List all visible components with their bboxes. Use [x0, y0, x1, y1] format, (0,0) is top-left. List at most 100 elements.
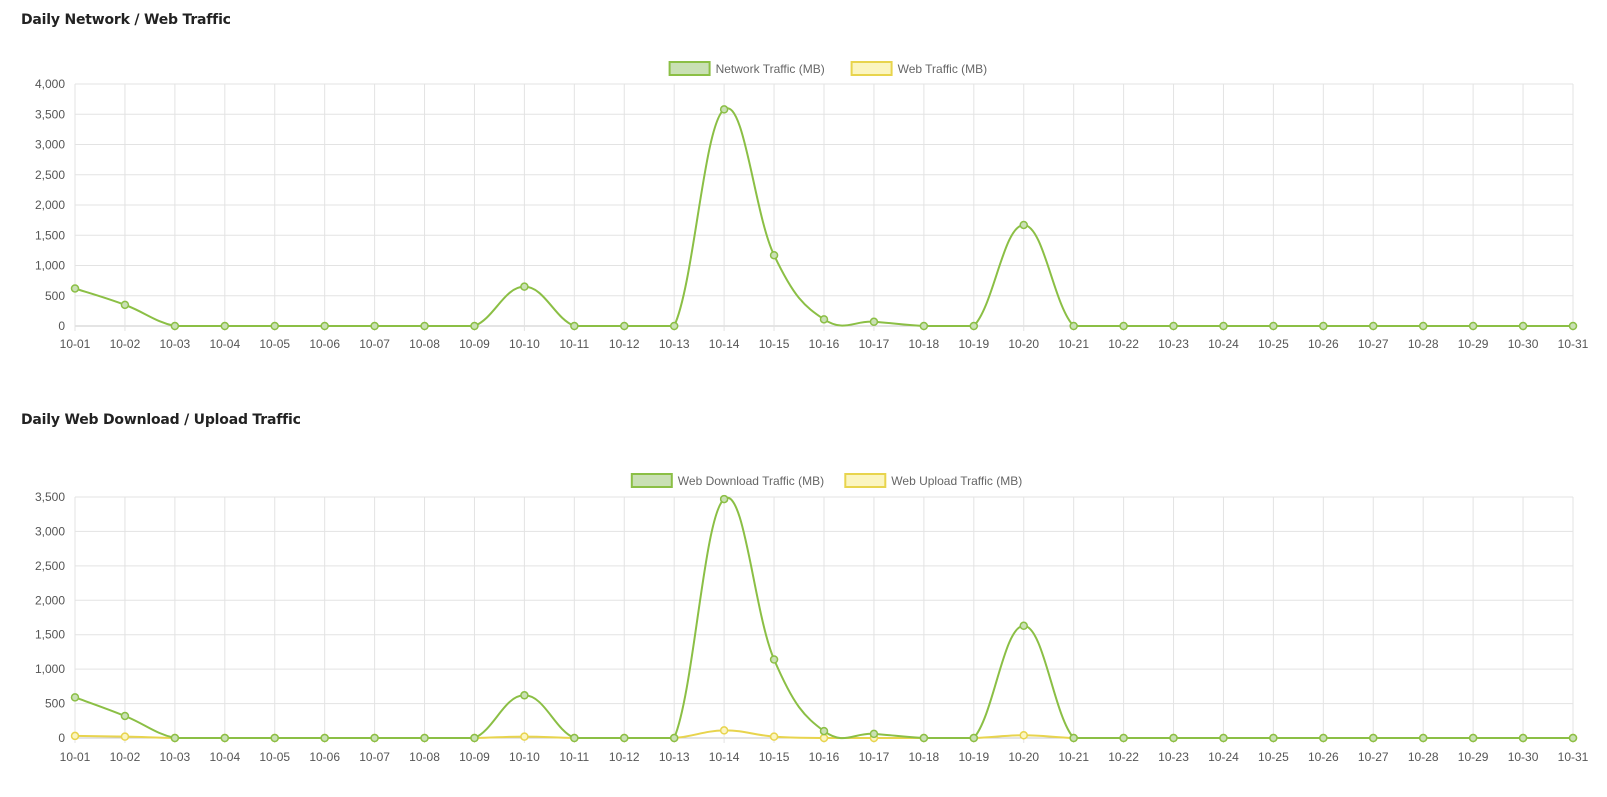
data-point	[170, 733, 180, 743]
data-point	[1418, 321, 1428, 331]
x-tick-label: 10-15	[759, 337, 790, 351]
data-point	[1019, 220, 1028, 230]
data-point	[70, 284, 80, 293]
x-tick-label: 10-08	[409, 750, 440, 764]
x-tick-label: 10-23	[1158, 337, 1189, 351]
x-axis: 10-01 10-02 10-03 10-04 10-05 10-06 10-07 10-08…	[60, 337, 1589, 351]
data-point	[869, 729, 879, 739]
y-tick-label: 2,500	[35, 168, 65, 182]
data-point	[120, 300, 130, 310]
y-axis: 0 500 1,000 1,500 2,000 2,500 3,000 3,500 4,000	[35, 77, 65, 333]
x-tick-label: 10-04	[209, 750, 240, 764]
x-tick-label: 10-02	[110, 337, 141, 351]
data-point	[919, 321, 929, 331]
data-point	[1269, 733, 1278, 743]
y-tick-label: 1,500	[35, 628, 65, 642]
data-point	[919, 733, 929, 743]
network-web-traffic-panel: Daily Network / Web Traffic 0 500 1,000 1,5…	[21, 12, 1589, 351]
x-tick-label: 10-10	[509, 750, 540, 764]
y-tick-label: 3,000	[35, 138, 65, 152]
data-point	[819, 315, 829, 324]
legend: Web Download Traffic (MB) Web Upload Traf…	[630, 473, 1022, 488]
x-tick-label: 10-20	[1008, 337, 1039, 351]
web-download-upload-panel: Daily Web Download / Upload Traffic 0 500…	[0, 400, 1607, 797]
x-tick-label: 10-15	[759, 750, 790, 764]
data-point	[769, 250, 779, 260]
x-tick-label: 10-14	[709, 750, 740, 764]
x-tick-label: 10-18	[909, 337, 940, 351]
x-tick-label: 10-28	[1408, 337, 1439, 351]
y-tick-label: 1,000	[35, 259, 65, 273]
x-tick-label: 10-03	[160, 337, 191, 351]
x-tick-label: 10-25	[1258, 337, 1289, 351]
data-point	[470, 321, 479, 331]
x-tick-label: 10-27	[1358, 750, 1389, 764]
data-point	[520, 732, 529, 741]
data-point	[1169, 733, 1178, 743]
chart-title: Daily Network / Web Traffic	[21, 12, 231, 28]
gridlines	[74, 83, 1574, 331]
data-point	[769, 732, 779, 741]
x-tick-label: 10-07	[359, 750, 390, 764]
data-point	[620, 321, 629, 331]
data-point	[1069, 321, 1078, 331]
y-tick-label: 3,500	[35, 490, 65, 504]
x-tick-label: 10-07	[359, 337, 390, 351]
y-tick-label: 3,000	[35, 524, 65, 538]
y-tick-label: 4,000	[35, 77, 65, 91]
x-tick-label: 10-21	[1058, 750, 1089, 764]
data-point	[70, 731, 80, 741]
x-tick-label: 10-18	[909, 750, 940, 764]
x-tick-label: 10-09	[459, 337, 490, 351]
x-tick-label: 10-24	[1208, 337, 1239, 351]
y-tick-label: 2,000	[35, 593, 65, 607]
y-tick-label: 3,500	[35, 107, 65, 121]
legend: Network Traffic (MB) Web Traffic (MB)	[668, 61, 987, 76]
data-point	[969, 733, 979, 743]
x-tick-label: 10-16	[809, 750, 840, 764]
x-tick-label: 10-29	[1458, 750, 1489, 764]
x-tick-label: 10-11	[559, 750, 589, 764]
legend-item: Web Traffic (MB)	[850, 61, 987, 76]
data-point	[1369, 321, 1378, 331]
x-tick-label: 10-31	[1558, 750, 1589, 764]
data-point	[570, 321, 579, 331]
data-point	[1119, 321, 1128, 331]
data-point	[620, 733, 629, 743]
x-tick-label: 10-12	[609, 337, 640, 351]
x-tick-label: 10-08	[409, 337, 440, 351]
data-point	[1019, 730, 1028, 740]
y-tick-label: 1,000	[35, 662, 65, 676]
x-tick-label: 10-30	[1508, 337, 1539, 351]
legend-label: Network Traffic (MB)	[716, 62, 825, 76]
x-tick-label: 10-22	[1108, 337, 1139, 351]
data-point	[669, 321, 679, 331]
x-tick-label: 10-01	[60, 750, 91, 764]
legend-label: Web Download Traffic (MB)	[678, 474, 824, 488]
data-point	[1119, 733, 1128, 743]
data-point	[370, 733, 379, 743]
data-point	[869, 317, 879, 327]
x-tick-label: 10-25	[1258, 750, 1289, 764]
x-tick-label: 10-11	[559, 337, 589, 351]
x-tick-label: 10-24	[1208, 750, 1239, 764]
x-tick-label: 10-27	[1358, 337, 1389, 351]
x-tick-label: 10-19	[958, 750, 989, 764]
legend-swatch	[668, 61, 711, 76]
data-point	[1319, 733, 1328, 743]
data-point	[420, 733, 429, 743]
data-point	[719, 726, 729, 735]
data-point	[1418, 733, 1428, 743]
x-tick-label: 10-13	[659, 337, 690, 351]
x-tick-label: 10-21	[1058, 337, 1089, 351]
x-tick-label: 10-28	[1408, 750, 1439, 764]
data-point	[570, 733, 579, 743]
data-point	[1568, 321, 1578, 331]
y-tick-label: 1,500	[35, 228, 65, 242]
y-tick-label: 500	[45, 289, 65, 303]
x-tick-label: 10-06	[309, 337, 340, 351]
x-tick-label: 10-31	[1558, 337, 1589, 351]
y-tick-label: 0	[58, 319, 65, 333]
series-line	[74, 496, 1573, 740]
x-tick-label: 10-10	[509, 337, 540, 351]
